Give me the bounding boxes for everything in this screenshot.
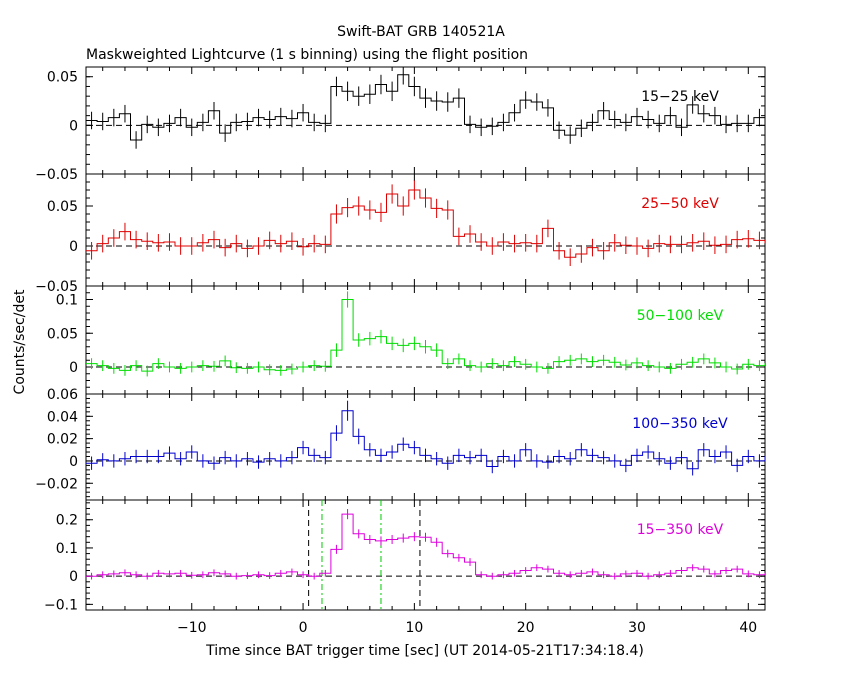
series-step-line <box>86 74 765 141</box>
panel-data <box>86 180 765 266</box>
band-label: 50−100 keV <box>637 308 724 324</box>
y-tick-label: 0 <box>69 454 78 470</box>
panel-data <box>86 400 765 476</box>
y-tick-label: 0.2 <box>56 513 78 529</box>
band-label: 100−350 keV <box>632 416 728 432</box>
y-tick-label: 0.05 <box>47 199 78 215</box>
x-tick-label: 30 <box>628 620 646 636</box>
y-tick-label: 0.05 <box>47 326 78 342</box>
x-tick-label: 20 <box>517 620 535 636</box>
y-tick-label: 0 <box>69 360 78 376</box>
panel-5: −0.1 0 0.1 0.2 15−350 keV −10 0 10 20 30 40 <box>44 499 766 636</box>
y-tick-label: −0.05 <box>35 279 78 295</box>
panel-data <box>86 509 765 580</box>
panel-3: 0 0.05 0.1 50−100 keV <box>47 285 766 395</box>
chart-title: Swift-BAT GRB 140521A <box>337 24 505 40</box>
panel-1: −0.05 0 0.05 15−25 keV <box>35 66 766 183</box>
x-axis-label: Time since BAT trigger time [sec] (UT 20… <box>205 643 644 659</box>
band-label: 15−350 keV <box>637 522 724 538</box>
x-tick-label: 40 <box>739 620 757 636</box>
panel-data <box>86 67 765 149</box>
x-tick-label: 0 <box>299 620 308 636</box>
y-tick-label: 0 <box>69 118 78 134</box>
panel-frame <box>85 66 766 175</box>
y-tick-label: −0.02 <box>35 476 78 492</box>
x-tick-label: 10 <box>405 620 423 636</box>
x-tick-label: −10 <box>177 620 207 636</box>
panel-data <box>86 291 765 377</box>
band-label: 15−25 keV <box>641 89 719 105</box>
panel-2: −0.05 0 0.05 25−50 keV <box>35 173 766 295</box>
y-tick-label: 0.1 <box>56 541 78 557</box>
chart-subtitle: Maskweighted Lightcurve (1 s binning) us… <box>86 47 528 63</box>
panel-frame <box>85 499 766 611</box>
y-tick-label: 0 <box>69 569 78 585</box>
y-axis-label: Counts/sec/det <box>12 289 28 394</box>
band-label: 25−50 keV <box>641 196 719 212</box>
y-tick-label: 0.06 <box>47 387 78 403</box>
panel-4: −0.02 0 0.02 0.04 0.06 100−350 keV <box>35 387 766 501</box>
y-tick-label: 0.02 <box>47 432 78 448</box>
y-tick-label: 0 <box>69 239 78 255</box>
y-tick-label: 0.05 <box>47 70 78 86</box>
panel-frame <box>85 393 766 501</box>
y-tick-label: 0.1 <box>56 293 78 309</box>
y-tick-label: −0.05 <box>35 167 78 183</box>
y-tick-label: 0.04 <box>47 409 78 425</box>
y-tick-label: −0.1 <box>44 597 78 613</box>
